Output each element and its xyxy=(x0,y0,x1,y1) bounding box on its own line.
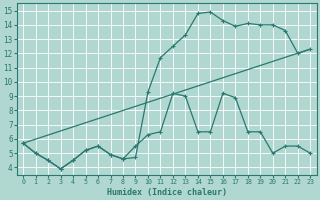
X-axis label: Humidex (Indice chaleur): Humidex (Indice chaleur) xyxy=(107,188,227,197)
